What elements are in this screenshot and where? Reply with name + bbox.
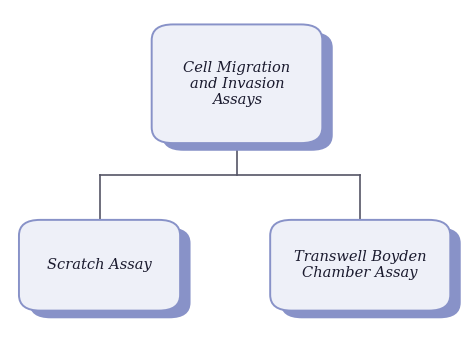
Text: Cell Migration
and Invasion
Assays: Cell Migration and Invasion Assays <box>183 61 291 107</box>
FancyBboxPatch shape <box>281 228 461 318</box>
FancyBboxPatch shape <box>270 220 450 311</box>
FancyBboxPatch shape <box>152 24 322 143</box>
FancyBboxPatch shape <box>162 32 333 151</box>
Text: Transwell Boyden
Chamber Assay: Transwell Boyden Chamber Assay <box>294 250 427 280</box>
Text: Scratch Assay: Scratch Assay <box>47 258 152 272</box>
FancyBboxPatch shape <box>19 220 180 311</box>
FancyBboxPatch shape <box>29 228 191 318</box>
